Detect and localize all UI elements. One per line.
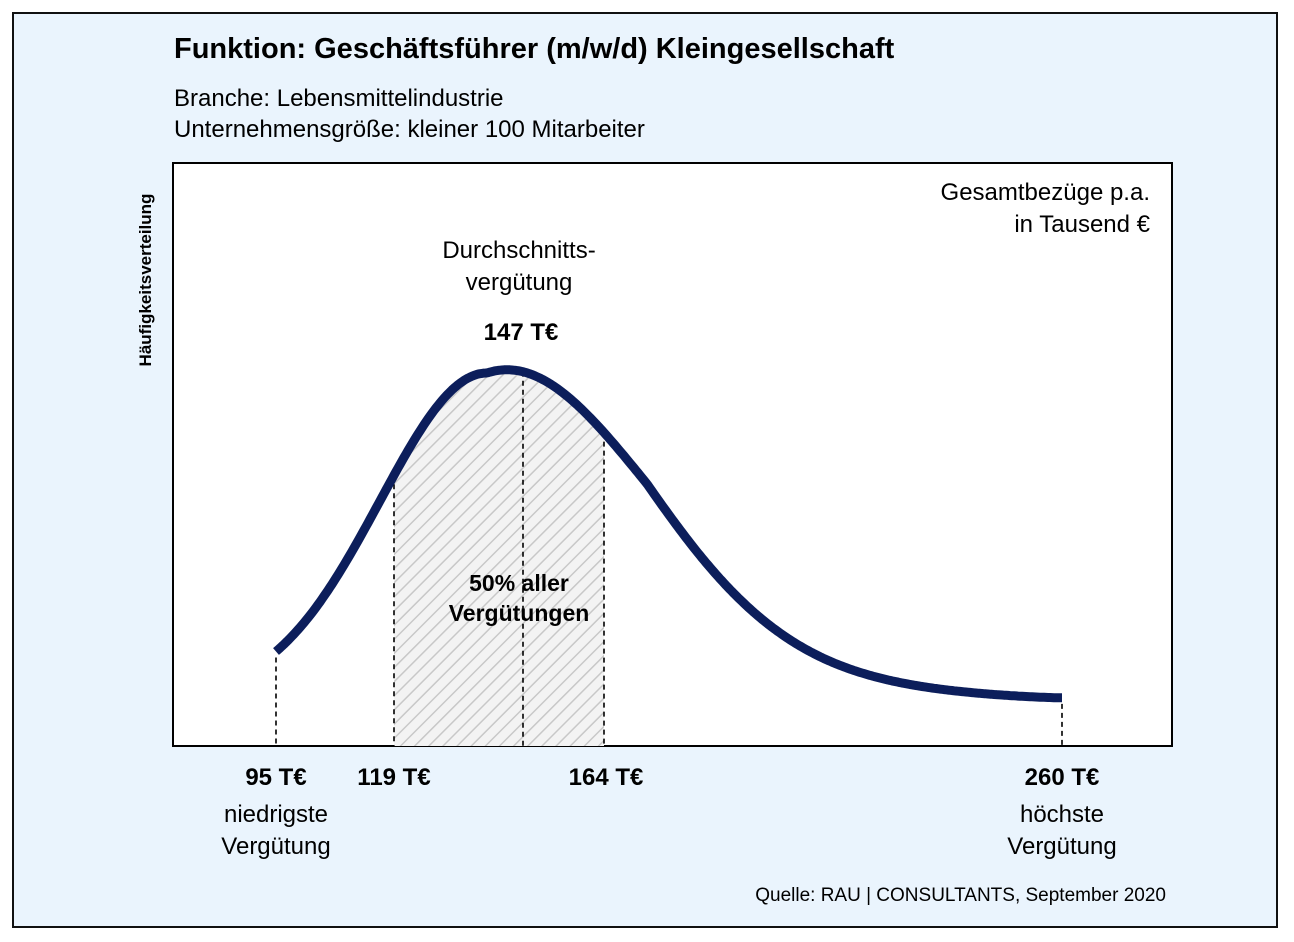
subtitle-company-size: Unternehmensgröße: kleiner 100 Mitarbeit…	[174, 116, 645, 143]
distribution-curve	[273, 365, 1065, 703]
plot-area	[172, 162, 1173, 747]
iqr-annotation-line: 50% aller	[469, 570, 569, 596]
unit-label-line: Gesamtbezüge p.a.	[941, 179, 1150, 206]
source-note: Quelle: RAU | CONSULTANTS, September 202…	[755, 885, 1166, 906]
tick-label: 260 T€	[1025, 764, 1100, 791]
tick-sublabel-line: niedrigste	[224, 801, 328, 828]
unit-label-line: in Tausend €	[1014, 211, 1150, 238]
subtitle-industry: Branche: Lebensmittelindustrie	[174, 85, 504, 112]
chart-title: Funktion: Geschäftsführer (m/w/d) Kleing…	[174, 33, 895, 65]
mean-value-label: 147 T€	[484, 319, 559, 346]
mean-annotation-line: vergütung	[466, 269, 573, 296]
iqr-annotation-line: Vergütungen	[449, 600, 590, 626]
mean-annotation-line: Durchschnitts-	[442, 237, 595, 264]
tick-label: 164 T€	[569, 764, 644, 791]
tick-sublabel-line: höchste	[1020, 801, 1104, 828]
tick-label: 95 T€	[245, 764, 306, 791]
tick-label: 119 T€	[357, 764, 430, 791]
interquartile-area	[394, 369, 604, 746]
tick-sublabel-line: Vergütung	[221, 833, 330, 860]
tick-sublabel-line: Vergütung	[1007, 833, 1116, 860]
